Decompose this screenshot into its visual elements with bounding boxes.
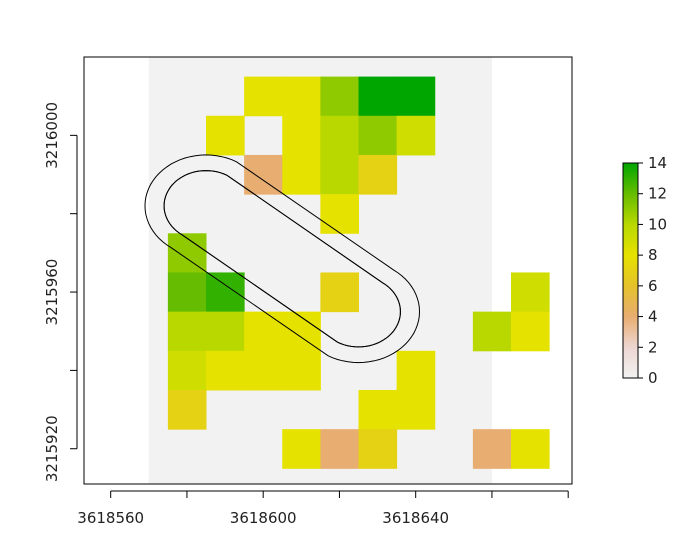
legend-tick-label: 10 (648, 215, 667, 233)
raster-cell (282, 154, 321, 195)
raster-cell (244, 154, 283, 195)
raster-cell (167, 311, 207, 352)
raster-cell (167, 272, 207, 313)
legend-tick-label: 0 (648, 369, 658, 387)
raster-cell (167, 233, 207, 273)
y-tick-label: 3216000 (43, 102, 61, 169)
x-tick-label: 3618640 (382, 509, 449, 527)
contour-line (163, 170, 401, 348)
raster-cell (167, 389, 207, 430)
y-tick-label: 3215960 (43, 259, 61, 326)
raster-cell (244, 76, 283, 117)
raster-cell (206, 272, 245, 313)
raster-cell (396, 76, 436, 117)
raster-cell (282, 76, 321, 117)
raster-cell (358, 115, 398, 156)
raster-cell (320, 429, 359, 469)
raster-cell (244, 350, 283, 391)
contour-layer (144, 154, 421, 364)
contour-line (144, 154, 421, 364)
raster-cell (282, 115, 321, 156)
raster-layer (148, 57, 550, 484)
legend-tick-label: 12 (648, 185, 667, 203)
x-axis: 3618560 3618600 3618640 (77, 490, 569, 527)
raster-cell (320, 154, 359, 195)
raster-cell (244, 311, 283, 352)
raster-cell (511, 311, 550, 352)
x-tick-label: 3618600 (230, 509, 297, 527)
color-legend: 0 2 4 6 8 10 12 14 (622, 154, 667, 387)
legend-tick-label: 4 (648, 308, 658, 326)
raster-cell (511, 272, 550, 313)
raster-cell (206, 115, 245, 156)
raster-cell (396, 115, 436, 156)
raster-cell (206, 350, 245, 391)
raster-cell (282, 350, 321, 391)
raster-cell (472, 311, 512, 352)
raster-cell (396, 350, 436, 391)
raster-cell (320, 115, 359, 156)
raster-cell (358, 154, 398, 195)
legend-tick-label: 14 (648, 154, 667, 172)
raster-cell (358, 389, 398, 430)
raster-cell (320, 76, 359, 117)
raster-cell (206, 311, 245, 352)
raster-cell (320, 194, 359, 234)
raster-cell (358, 76, 398, 117)
y-tick-label: 3215920 (43, 415, 61, 482)
raster-cell (282, 429, 321, 469)
legend-tick-label: 6 (648, 277, 658, 295)
legend-tick-label: 8 (648, 246, 658, 264)
plot-frame (83, 56, 573, 485)
raster-cell (472, 429, 512, 469)
raster-cell (282, 311, 321, 352)
legend-tick-label: 2 (648, 338, 658, 356)
y-axis: 3215920 3215960 3216000 (43, 102, 78, 482)
raster-cell (320, 272, 359, 313)
legend-colorbar (622, 162, 639, 379)
raster-cell (167, 350, 207, 391)
raster-cell (358, 429, 398, 469)
raster-cell (511, 429, 550, 469)
raster-cell (396, 389, 436, 430)
x-tick-label: 3618560 (77, 509, 144, 527)
